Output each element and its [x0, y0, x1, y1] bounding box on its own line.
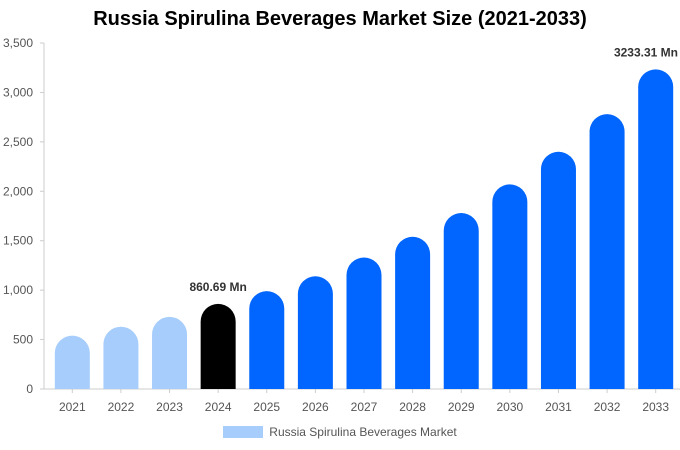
y-tick-label: 1,500: [3, 234, 33, 248]
chart-title: Russia Spirulina Beverages Market Size (…: [93, 8, 587, 30]
x-tick-label-2025: 2025: [253, 400, 280, 414]
bar-2027: [346, 257, 382, 389]
bar-2030: [492, 184, 528, 389]
x-tick-label-2031: 2031: [545, 400, 572, 414]
legend: Russia Spirulina Beverages Market: [0, 425, 680, 439]
bars: [54, 69, 674, 390]
bar-2031: [540, 151, 576, 389]
y-axis: 0 500 1,000 1,500 2,000 2,500 3,000 3,500: [3, 36, 45, 396]
x-tick-label-2030: 2030: [496, 400, 523, 414]
bar-2033: [638, 69, 674, 390]
x-tick-label-2022: 2022: [108, 400, 135, 414]
y-tick-label: 3,500: [3, 36, 33, 50]
y-tick-label: 3,000: [3, 85, 33, 99]
legend-swatch: [223, 426, 264, 438]
data-label-2033: 3233.31 Mn: [614, 45, 678, 59]
y-tick-label: 0: [26, 382, 33, 396]
bar-2021: [54, 335, 90, 389]
bar-2032: [589, 114, 625, 390]
y-tick-label: 1,000: [3, 283, 33, 297]
bar-2026: [297, 276, 333, 389]
x-tick-label-2026: 2026: [302, 400, 329, 414]
x-tick-label-2028: 2028: [399, 400, 426, 414]
x-tick-label-2033: 2033: [642, 400, 669, 414]
x-tick-label-2023: 2023: [156, 400, 183, 414]
x-tick-label-2024: 2024: [205, 400, 232, 414]
x-tick-label-2021: 2021: [59, 400, 86, 414]
y-tick-label: 500: [13, 333, 33, 347]
bar-2022: [103, 326, 139, 389]
x-tick-label-2029: 2029: [448, 400, 475, 414]
bar-2023: [152, 316, 188, 389]
x-tick-label-2027: 2027: [351, 400, 378, 414]
data-labels: 860.69 Mn 3233.31 Mn: [189, 45, 678, 294]
bar-2024: [200, 303, 236, 389]
bar-2029: [443, 213, 479, 389]
data-label-2024: 860.69 Mn: [189, 280, 246, 294]
legend-label: Russia Spirulina Beverages Market: [269, 425, 457, 439]
x-axis: 2021 2022 2023 2024 2025 2026 2027 2028 2029 2030…: [44, 388, 680, 414]
x-tick-label-2032: 2032: [594, 400, 621, 414]
bar-2025: [249, 291, 285, 389]
bar-2028: [395, 236, 431, 389]
y-tick-label: 2,500: [3, 135, 33, 149]
y-tick-label: 2,000: [3, 184, 33, 198]
